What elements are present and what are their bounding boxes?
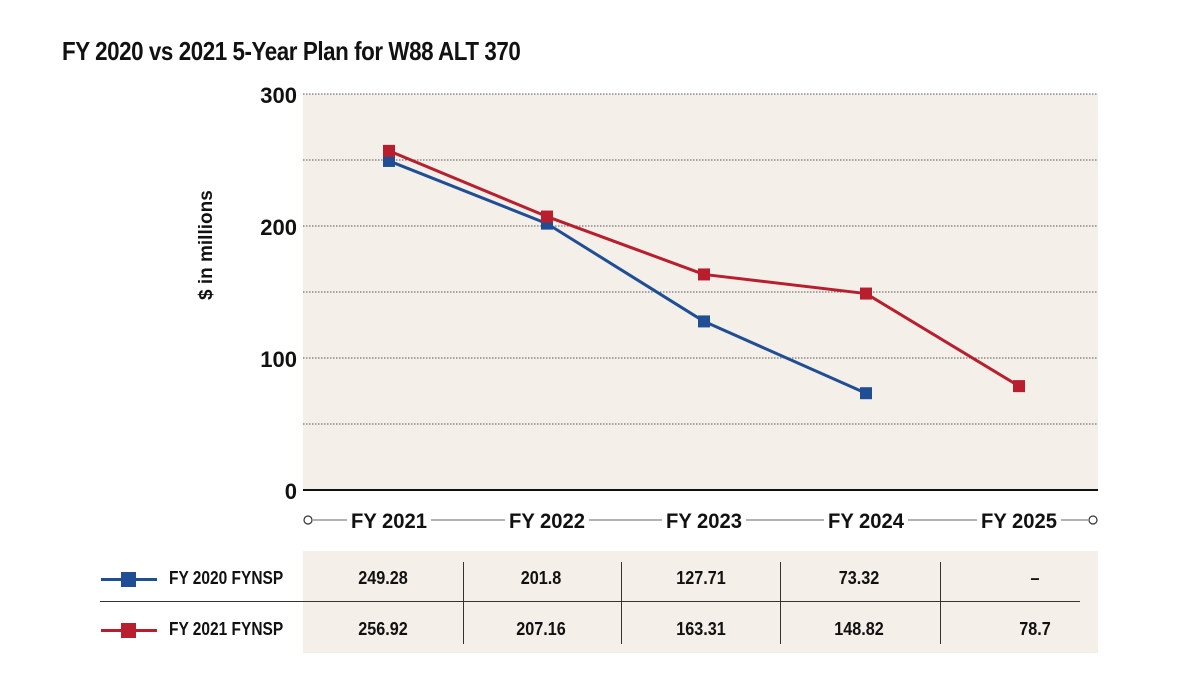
data-point-fy2021 (860, 287, 872, 300)
x-tick-label-background (977, 505, 1061, 535)
table-cell: 249.28 (358, 568, 408, 588)
x-tick-label-background (505, 505, 589, 535)
table-column-divider (940, 562, 941, 644)
table-cell: 148.82 (834, 619, 884, 639)
table-cell: 207.16 (516, 619, 566, 639)
x-tick-label-background (662, 505, 746, 535)
table-column-divider (463, 562, 464, 644)
data-point-fy2021 (541, 210, 553, 223)
table-cell: 127.71 (676, 568, 726, 588)
data-point-fy2021 (698, 268, 710, 281)
table-cell: 73.32 (838, 568, 880, 588)
table-column-divider (621, 562, 622, 644)
axis-end-circle (303, 515, 313, 525)
table-cell: 201.8 (520, 568, 562, 588)
table-row-fy2020: FY 2020 FYNSP 249.28 201.8 127.71 73.32 … (0, 554, 1200, 604)
x-tick-label-background (347, 505, 431, 535)
data-point-fy2021 (383, 144, 395, 157)
data-point-fy2020 (698, 315, 710, 328)
x-tick-label: FY 2025 (981, 510, 1057, 533)
table-cell: 256.92 (358, 619, 408, 639)
series-line-fy2020 (388, 159, 867, 395)
x-tick-label: FY 2021 (351, 510, 427, 533)
axis-end-circle (1088, 515, 1098, 525)
y-tick-label: 0 (285, 479, 297, 504)
data-table-background (303, 551, 1098, 653)
table-row-fy2021: FY 2021 FYNSP 256.92 207.16 163.31 148.8… (0, 605, 1200, 655)
legend-marker-fy2021 (121, 623, 136, 638)
x-tick-label: FY 2024 (828, 510, 904, 533)
legend-label-fy2020: FY 2020 FYNSP (169, 568, 284, 588)
table-column-divider (780, 562, 781, 644)
y-tick-label: 100 (260, 347, 297, 372)
table-cell: – (1030, 568, 1040, 588)
table-cell: 78.7 (1019, 619, 1051, 639)
y-tick-label: 300 (260, 83, 297, 108)
data-point-fy2021 (1013, 380, 1025, 393)
data-point-fy2020 (860, 387, 872, 400)
legend-marker-fy2020 (121, 572, 136, 587)
y-axis-label: $ in millions (196, 190, 217, 300)
x-tick-label: FY 2022 (509, 510, 585, 533)
table-row-divider (100, 601, 1080, 602)
x-tick-label: FY 2023 (666, 510, 742, 533)
y-tick-label: 200 (260, 215, 297, 240)
table-cell: 163.31 (676, 619, 726, 639)
chart-title: FY 2020 vs 2021 5-Year Plan for W88 ALT … (62, 36, 521, 66)
data-point-fy2020 (383, 154, 395, 167)
x-tick-label-background (824, 505, 908, 535)
legend-label-fy2021: FY 2021 FYNSP (169, 619, 284, 639)
